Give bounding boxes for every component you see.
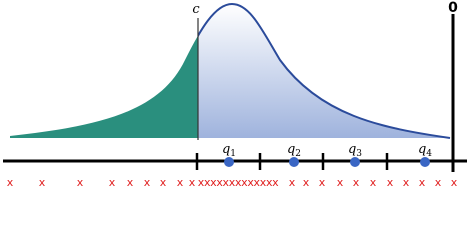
sample-marker: x: [77, 176, 84, 188]
sample-marker: x: [272, 176, 279, 188]
threshold-label: c: [192, 2, 200, 17]
quantile-label: q4: [418, 142, 432, 159]
quantile-symbol: q: [348, 142, 356, 157]
quantile-dot: [350, 157, 360, 167]
sample-marker: x: [353, 176, 360, 188]
quantile-dot: [289, 157, 299, 167]
sample-marker: x: [144, 176, 151, 188]
quantile-subscript: 2: [295, 149, 301, 159]
density-curve: [198, 2, 451, 139]
zero-label: 0: [448, 0, 458, 16]
sample-marker: x: [127, 176, 134, 188]
quantiles: q1 q2 q3 q4: [222, 142, 432, 167]
quantile-dot: [224, 157, 234, 167]
sample-marker: x: [319, 176, 326, 188]
sample-marker: x: [419, 176, 426, 188]
sample-marker: x: [387, 176, 394, 188]
sample-marker: x: [247, 176, 254, 188]
sample-marker: x: [204, 176, 211, 188]
sample-marker: x: [229, 176, 236, 188]
quantile-label: q3: [348, 142, 362, 159]
sample-marker: x: [303, 176, 310, 188]
quantile-dividers: [195, 153, 389, 170]
sample-marker: x: [189, 176, 196, 188]
quantile-subscript: 3: [356, 149, 362, 159]
sample-marker: x: [403, 176, 410, 188]
right-area: [198, 4, 450, 138]
sample-marker: x: [370, 176, 377, 188]
sample-marker: x: [109, 176, 116, 188]
sample-marker: x: [7, 176, 14, 188]
sample-marker: x: [198, 176, 205, 188]
quantile-subscript: 1: [230, 149, 236, 159]
quantile-label: q1: [222, 142, 236, 159]
left-tail-area: [10, 35, 198, 138]
sample-marker: x: [451, 176, 458, 188]
quantile-symbol: q: [222, 142, 230, 157]
sample-marker: x: [216, 176, 223, 188]
sample-marker: x: [160, 176, 167, 188]
sample-marker: x: [337, 176, 344, 188]
sample-marker: x: [235, 176, 242, 188]
sample-marker: x: [266, 176, 273, 188]
sample-marker: x: [177, 176, 184, 188]
quantile-symbol: q: [287, 142, 295, 157]
quantile-symbol: q: [418, 142, 426, 157]
sample-marker: x: [289, 176, 296, 188]
sample-marker: x: [254, 176, 261, 188]
sample-marker: x: [241, 176, 248, 188]
sample-marker: x: [39, 176, 46, 188]
sample-marker: x: [260, 176, 267, 188]
quantile-dot: [420, 157, 430, 167]
quantile-subscript: 4: [426, 149, 432, 159]
sample-marker: x: [223, 176, 230, 188]
quantile-label: q2: [287, 142, 301, 159]
sample-marker: x: [210, 176, 217, 188]
sample-marker: x: [435, 176, 442, 188]
